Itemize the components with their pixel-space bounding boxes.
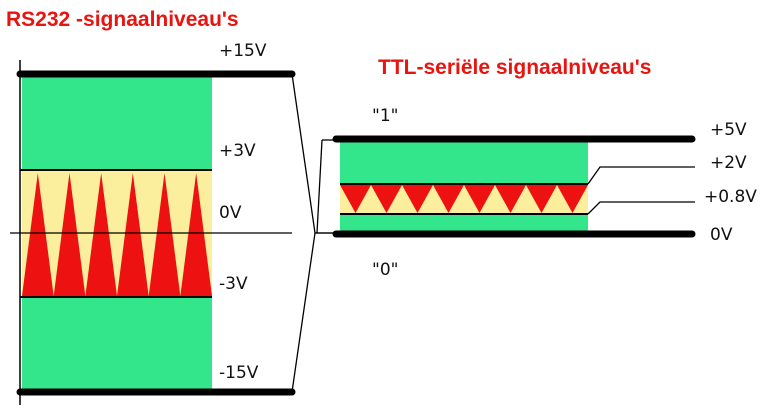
ttl-spike: [495, 185, 526, 213]
ttl-spikes: [340, 185, 588, 213]
rs232-label-minus3: -3V: [219, 274, 248, 294]
rs232-label-zero: 0V: [219, 203, 242, 223]
rs232-spike: [148, 173, 181, 296]
ttl-plus08-leader: [587, 201, 695, 215]
rs232-spike: [85, 173, 117, 296]
ttl-label-zero: 0V: [710, 225, 733, 245]
ttl-spike: [340, 185, 371, 213]
ttl-plus2-leader: [587, 166, 695, 185]
ttl-label-plus5: +5V: [710, 120, 747, 140]
ttl-panel: +5V +2V +0.8V 0V "1" "0": [332, 106, 757, 280]
ttl-label-plus08: +0.8V: [704, 187, 757, 207]
rs232-label-plus3: +3V: [219, 141, 256, 161]
ttl-spike: [402, 185, 433, 213]
ttl-spike: [464, 185, 495, 213]
rs232-spike: [22, 173, 54, 296]
ttl-spike: [371, 185, 402, 213]
rs232-spike: [117, 173, 149, 296]
ttl-label-plus2: +2V: [710, 153, 747, 173]
rs232-label-minus15: -15V: [219, 363, 259, 383]
ttl-spike: [526, 185, 557, 213]
rs232-high-zone: [22, 75, 212, 170]
rs232-panel: +15V +3V 0V -3V -15V: [10, 41, 296, 405]
rs232-spike: [53, 173, 86, 296]
ttl-logic-low-label: "0": [372, 260, 398, 280]
rs232-spikes: [22, 173, 212, 296]
rs232-low-zone: [22, 297, 212, 391]
ttl-logic-high-label: "1": [372, 106, 398, 126]
rs232-title: RS232 -signaalniveau's: [6, 8, 239, 31]
ttl-spike: [433, 185, 464, 213]
ttl-title: TTL-seriële signaalniveau's: [378, 56, 651, 79]
ttl-low-zone: [340, 214, 588, 233]
mapping-lines: [291, 73, 335, 393]
ttl-high-zone: [340, 141, 588, 184]
rs232-spike: [180, 173, 212, 296]
rs232-label-plus15: +15V: [219, 41, 267, 61]
ttl-spike: [557, 185, 588, 213]
